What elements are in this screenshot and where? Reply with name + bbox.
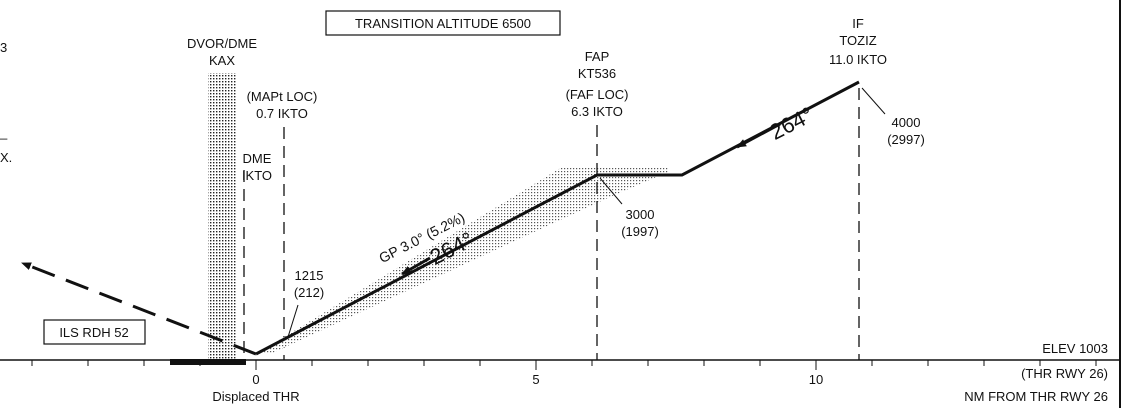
dme-label: DME <box>243 151 272 166</box>
if-height: (2997) <box>887 132 925 147</box>
left-edge-fragment: 3 <box>0 40 7 55</box>
dme-ident: IKTO <box>242 168 272 183</box>
fap-height: (1997) <box>621 224 659 239</box>
left-edge-fragment: X. <box>0 150 12 165</box>
fap-ident: KT536 <box>578 66 616 81</box>
transition-altitude: TRANSITION ALTITUDE 6500 <box>355 16 531 31</box>
displaced-threshold-label: Displaced THR <box>212 389 299 404</box>
missed-approach-path <box>21 261 257 356</box>
scale-ticks <box>31 360 1097 370</box>
mapt-label: (MAPt LOC) <box>247 89 318 104</box>
rdh-box <box>43 319 146 345</box>
if-distance: 11.0 IKTO <box>829 52 887 67</box>
transition-altitude-box <box>325 10 561 36</box>
navaid-type: DVOR/DME <box>187 36 257 51</box>
inbound-course-arrow <box>736 122 781 149</box>
scale-tick-label: 10 <box>809 372 823 387</box>
if-label: IF <box>852 16 864 31</box>
mapt-distance: 0.7 IKTO <box>256 106 308 121</box>
elevation-reference: (THR RWY 26) <box>1021 366 1108 381</box>
threshold-altitude-leader <box>287 304 299 338</box>
rdh-label: ILS RDH 52 <box>59 325 128 340</box>
if-altitude-leader <box>861 87 886 115</box>
fap-altitude-leader <box>599 177 623 205</box>
threshold-height: (212) <box>294 285 324 300</box>
navaid-column <box>208 73 237 360</box>
elevation-label: ELEV 1003 <box>1042 341 1108 356</box>
fap-label: FAP <box>585 49 610 64</box>
scale-tick-label: 5 <box>532 372 539 387</box>
fap-altitude: 3000 <box>626 207 655 222</box>
fap-faf-loc: (FAF LOC) <box>566 87 629 102</box>
left-edge-fragment: _ <box>0 125 8 140</box>
final-course-arrow <box>401 256 431 276</box>
scale-units-label: NM FROM THR RWY 26 <box>964 389 1108 404</box>
threshold-altitude: 1215 <box>295 268 324 283</box>
scale-tick-label: 0 <box>252 372 259 387</box>
if-altitude: 4000 <box>892 115 921 130</box>
fap-distance: 6.3 IKTO <box>571 104 623 119</box>
glidepath-corridor <box>258 167 668 354</box>
runway-bar <box>170 359 246 365</box>
navaid-ident: KAX <box>209 53 235 68</box>
if-ident: TOZIZ <box>839 33 876 48</box>
